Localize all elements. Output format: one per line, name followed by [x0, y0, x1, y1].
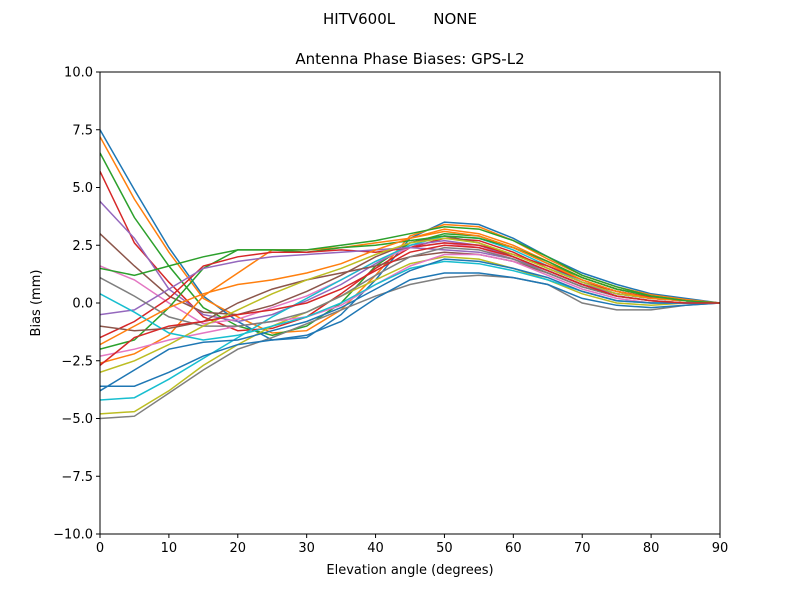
x-ticks: 0 10 20 30 40 50 60 70 80 90 [96, 534, 728, 556]
y-tick-label: −2.5 [61, 354, 93, 369]
x-axis-label: Elevation angle (degrees) [326, 563, 493, 578]
y-axis-label: Bias (mm) [29, 270, 44, 337]
y-tick-label: 5.0 [72, 181, 93, 196]
series-line-s17 [100, 253, 720, 357]
x-tick-label: 0 [96, 541, 104, 556]
x-tick-label: 20 [230, 541, 247, 556]
x-tick-label: 60 [505, 541, 522, 556]
x-tick-label: 90 [712, 541, 729, 556]
series-line-s9 [100, 256, 720, 415]
x-tick-label: 50 [436, 541, 453, 556]
y-tick-label: 0.0 [72, 297, 93, 312]
series-line-s21 [100, 258, 720, 392]
y-tick-label: −5.0 [61, 412, 93, 427]
x-tick-label: 80 [643, 541, 660, 556]
series-line-s8 [100, 274, 720, 420]
suptitle: HITV600L NONE [323, 10, 477, 28]
y-tick-label: 2.5 [72, 239, 93, 254]
x-tick-label: 30 [298, 541, 315, 556]
x-tick-label: 70 [574, 541, 591, 556]
series-line-s23 [100, 226, 720, 304]
y-tick-label: 7.5 [72, 123, 93, 138]
chart-title: Antenna Phase Biases: GPS-L2 [295, 50, 524, 68]
x-tick-label: 10 [161, 541, 178, 556]
series-line-s24 [100, 244, 720, 366]
y-ticks: 10.0 7.5 5.0 2.5 0.0 −2.5 −5.0 −7.5 −10.0 [53, 66, 100, 543]
series-lines [100, 129, 720, 420]
series-line-s11 [100, 272, 720, 387]
series-line-s22 [100, 230, 720, 346]
series-line-s19 [100, 237, 720, 374]
y-tick-label: −10.0 [53, 528, 93, 543]
y-tick-label: 10.0 [64, 66, 93, 81]
x-tick-label: 40 [367, 541, 384, 556]
y-tick-label: −7.5 [61, 470, 93, 485]
